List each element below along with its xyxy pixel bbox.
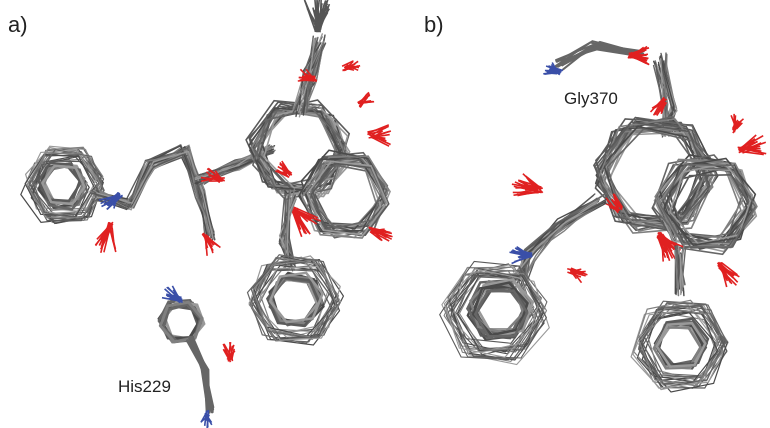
- bond-trace: [169, 298, 178, 299]
- panel-label: b): [424, 12, 444, 37]
- bond-trace: [100, 153, 213, 234]
- bond-trace: [547, 73, 557, 74]
- residue-label: Gly370: [564, 89, 618, 108]
- panel-label: a): [8, 12, 28, 37]
- bond-trace: [305, 0, 316, 32]
- bond-trace: [515, 187, 539, 188]
- bond-trace: [549, 69, 563, 70]
- residue-label: His229: [118, 377, 171, 396]
- page: a) b) His229 Gly370 (() => { const data …: [0, 0, 770, 428]
- bond-trace: [514, 203, 601, 281]
- molecule-overlays: [21, 0, 766, 428]
- figure: a) b) His229 Gly370: [0, 0, 770, 428]
